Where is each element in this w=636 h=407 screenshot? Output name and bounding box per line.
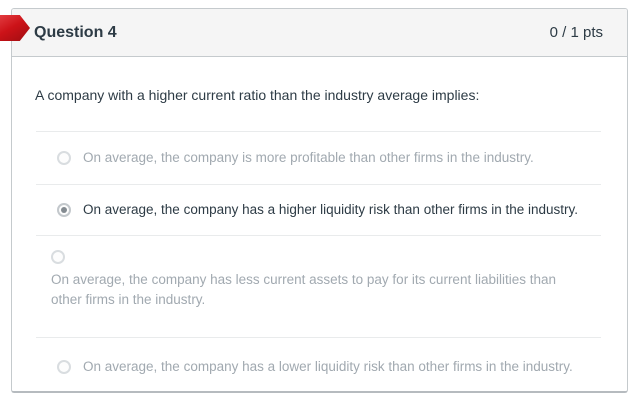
radio-unselected-icon[interactable] <box>57 151 71 165</box>
radio-selected-icon[interactable] <box>57 203 71 217</box>
radio-unselected-icon[interactable] <box>51 250 65 264</box>
answer-label: On average, the company is more profitab… <box>83 150 534 165</box>
answer-list: On average, the company is more profitab… <box>36 131 601 407</box>
question-title: Question 4 <box>34 23 117 41</box>
answer-option-3[interactable]: On average, the company has less current… <box>36 235 601 337</box>
answer-label: On average, the company has less current… <box>51 272 556 307</box>
answer-option-4[interactable]: On average, the company has a lower liqu… <box>36 337 601 407</box>
answer-label: On average, the company has a higher liq… <box>83 202 578 217</box>
question-header: Question 4 0 / 1 pts <box>12 9 627 57</box>
radio-unselected-icon[interactable] <box>57 360 71 374</box>
question-card: Question 4 0 / 1 pts A company with a hi… <box>11 8 628 393</box>
answer-option-2-selected[interactable]: On average, the company has a higher liq… <box>36 184 601 235</box>
answer-option-1[interactable]: On average, the company is more profitab… <box>36 131 601 184</box>
question-points-badge: 0 / 1 pts <box>549 24 603 41</box>
question-text: A company with a higher current ratio th… <box>35 87 480 103</box>
answer-label: On average, the company has a lower liqu… <box>83 359 573 374</box>
